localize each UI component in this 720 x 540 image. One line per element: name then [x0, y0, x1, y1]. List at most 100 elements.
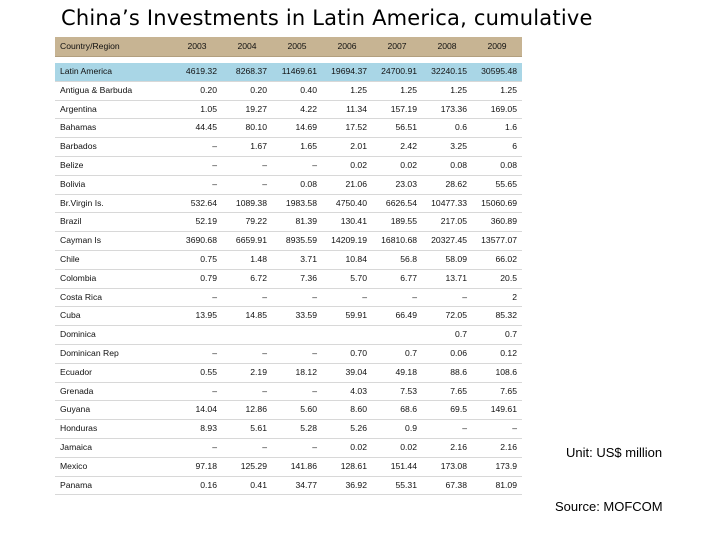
- value-cell-2006: 4750.40: [322, 194, 372, 214]
- value-cell-2007: 23.03: [372, 175, 422, 195]
- value-cell-2009: 6: [472, 137, 522, 157]
- table-row: Belize – – –0.02 0.02 0.08 0.08: [55, 156, 522, 176]
- value-cell-2006: 19694.37: [322, 63, 372, 82]
- table-row: Barbados –1.67 1.65 2.01 2.42 3.25 6: [55, 137, 522, 157]
- country-cell: Dominica: [55, 325, 172, 345]
- value-cell-2009: 0.12: [472, 344, 522, 364]
- value-cell-2008: 173.36: [422, 100, 472, 120]
- value-cell-2006: 39.04: [322, 363, 372, 383]
- value-cell-2008: 0.6: [422, 118, 472, 139]
- value-cell-2004: 1.67: [222, 137, 272, 157]
- value-cell-2007: 56.8: [372, 250, 422, 270]
- value-cell-2006: 59.91: [322, 306, 372, 327]
- value-cell-2003: –: [172, 137, 222, 157]
- value-cell-2005: 18.12: [272, 363, 322, 383]
- value-cell-2003: –: [172, 156, 222, 176]
- value-cell-2008: 58.09: [422, 250, 472, 270]
- table-row: Costa Rica – – – – – –2: [55, 288, 522, 308]
- value-cell-2009: 2: [472, 288, 522, 308]
- country-cell: Barbados: [55, 137, 172, 157]
- value-cell-2007: 0.9: [372, 419, 422, 439]
- value-cell-2006: 1.25: [322, 81, 372, 101]
- value-cell-2005: 8935.59: [272, 231, 322, 251]
- table-row: Dominica 0.7 0.7: [55, 325, 522, 345]
- value-cell-2008: 0.08: [422, 156, 472, 176]
- value-cell-2006: 8.60: [322, 400, 372, 421]
- value-cell-2004: 2.19: [222, 363, 272, 383]
- value-cell-2007: 16810.68: [372, 231, 422, 251]
- value-cell-2008: 0.7: [422, 325, 472, 345]
- value-cell-2003: 4619.32: [172, 63, 222, 82]
- value-cell-2005: 34.77: [272, 476, 322, 496]
- country-cell: Cuba: [55, 306, 172, 327]
- value-cell-2005: 33.59: [272, 306, 322, 327]
- value-cell-2008: 88.6: [422, 363, 472, 383]
- value-cell-2008: –: [422, 288, 472, 308]
- value-cell-2006: 0.70: [322, 344, 372, 364]
- value-cell-2006: 10.84: [322, 250, 372, 270]
- country-cell: Guyana: [55, 400, 172, 421]
- value-cell-2006: 11.34: [322, 100, 372, 120]
- table-row: Argentina 1.05 19.27 4.22 11.34 157.19 173.36 1…: [55, 100, 522, 120]
- country-cell: Jamaica: [55, 438, 172, 458]
- value-cell-2007: 0.7: [372, 344, 422, 364]
- value-cell-2004: 5.61: [222, 419, 272, 439]
- value-cell-2009: 66.02: [472, 250, 522, 270]
- value-cell-2007: 56.51: [372, 118, 422, 139]
- value-cell-2005: 0.40: [272, 81, 322, 101]
- value-cell-2003: –: [172, 344, 222, 364]
- value-cell-2004: 1089.38: [222, 194, 272, 214]
- value-cell-2007: 7.53: [372, 382, 422, 402]
- value-cell-2003: 97.18: [172, 457, 222, 477]
- value-cell-2005: 1.65: [272, 137, 322, 157]
- value-cell-2008: 7.65: [422, 382, 472, 402]
- value-cell-2004: –: [222, 382, 272, 402]
- value-cell-2003: 0.79: [172, 269, 222, 289]
- value-cell-2004: 12.86: [222, 400, 272, 421]
- value-cell-2009: 2.16: [472, 438, 522, 458]
- table-row: Brazil 52.19 79.22 81.39 130.41 189.55 217.05 3…: [55, 212, 522, 233]
- value-cell-2008: 20327.45: [422, 231, 472, 251]
- value-cell-2007: 24700.91: [372, 63, 422, 82]
- value-cell-2009: 20.5: [472, 269, 522, 289]
- country-cell: Ecuador: [55, 363, 172, 383]
- value-cell-2005: 4.22: [272, 100, 322, 120]
- value-cell-2007: 66.49: [372, 306, 422, 327]
- value-cell-2004: [222, 325, 272, 345]
- value-cell-2009: 108.6: [472, 363, 522, 383]
- table-body: Latin America 4619.32 8268.37 11469.61 19694…: [55, 57, 522, 496]
- value-cell-2005: 5.28: [272, 419, 322, 439]
- country-cell: Mexico: [55, 457, 172, 477]
- value-cell-2004: 6659.91: [222, 231, 272, 251]
- value-cell-2003: 8.93: [172, 419, 222, 439]
- value-cell-2004: 1.48: [222, 250, 272, 270]
- value-cell-2007: 49.18: [372, 363, 422, 383]
- value-cell-2009: 0.08: [472, 156, 522, 176]
- value-cell-2005: 3.71: [272, 250, 322, 270]
- value-cell-2009: 360.89: [472, 212, 522, 233]
- value-cell-2009: 55.65: [472, 175, 522, 195]
- country-cell: Colombia: [55, 269, 172, 289]
- value-cell-2003: 532.64: [172, 194, 222, 214]
- value-cell-2008: 2.16: [422, 438, 472, 458]
- header-year-2005: 2005: [272, 37, 322, 57]
- value-cell-2003: 0.55: [172, 363, 222, 383]
- header-year-2006: 2006: [322, 37, 372, 57]
- value-cell-2004: –: [222, 288, 272, 308]
- value-cell-2003: 14.04: [172, 400, 222, 421]
- country-cell: Bahamas: [55, 118, 172, 139]
- value-cell-2009: 0.7: [472, 325, 522, 345]
- value-cell-2004: –: [222, 438, 272, 458]
- value-cell-2003: 1.05: [172, 100, 222, 120]
- value-cell-2003: 0.20: [172, 81, 222, 101]
- value-cell-2008: 28.62: [422, 175, 472, 195]
- value-cell-2008: –: [422, 419, 472, 439]
- value-cell-2009: 13577.07: [472, 231, 522, 251]
- value-cell-2003: 13.95: [172, 306, 222, 327]
- value-cell-2007: 1.25: [372, 81, 422, 101]
- value-cell-2005: 7.36: [272, 269, 322, 289]
- value-cell-2007: 0.02: [372, 156, 422, 176]
- table-row: Jamaica – – –0.02 0.02 2.16 2.16: [55, 438, 522, 458]
- table-row: Bolivia – –0.08 21.06 23.03 28.62 55.65: [55, 175, 522, 195]
- value-cell-2006: [322, 325, 372, 345]
